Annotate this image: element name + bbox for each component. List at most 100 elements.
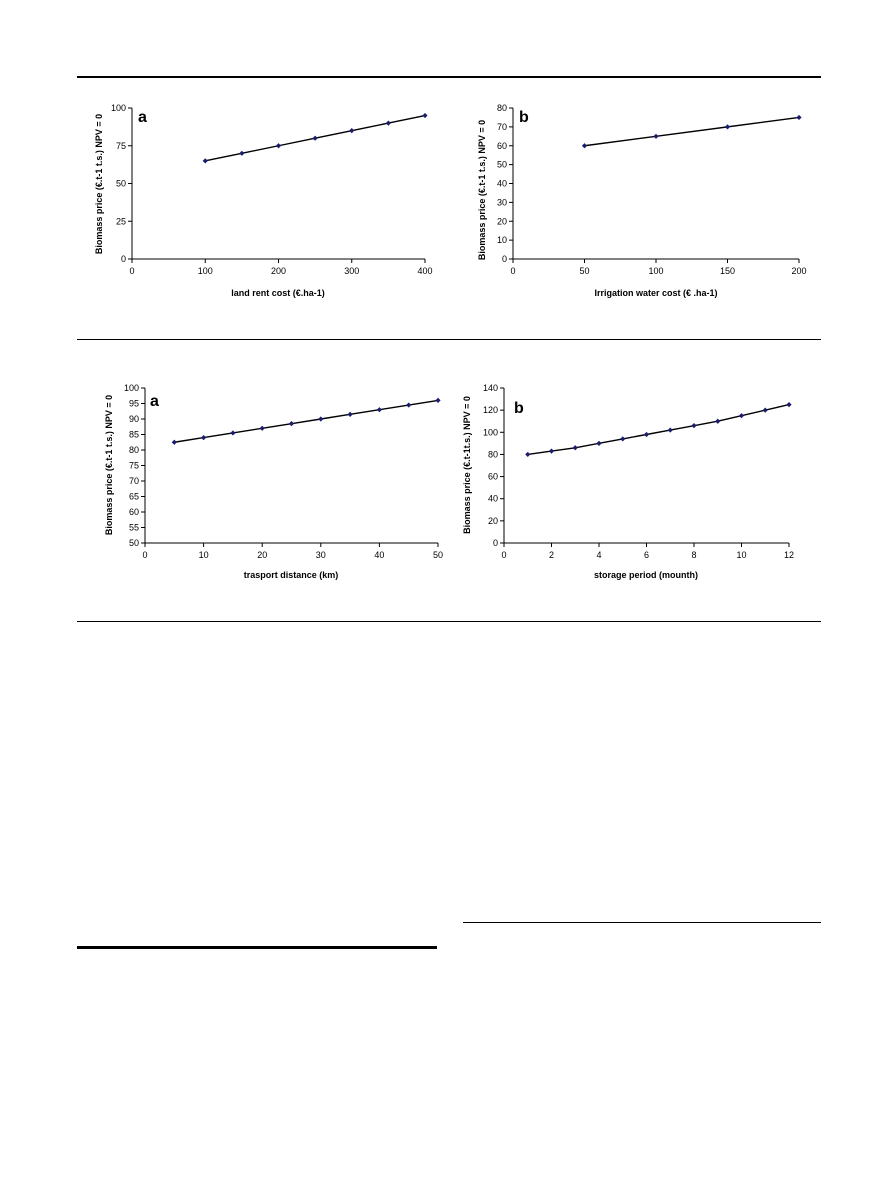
data-point — [347, 411, 353, 417]
data-point — [171, 439, 177, 445]
y-tick-label: 55 — [129, 523, 139, 533]
y-tick-label: 40 — [497, 179, 507, 189]
data-point — [422, 112, 428, 119]
chart-irrigation-cost: 0 10 20 30 40 50 60 70 80 0 50 100 150 200 Irrigation… — [477, 103, 807, 298]
y-tick-label: 40 — [488, 494, 498, 504]
data-point — [312, 135, 318, 141]
data-point — [796, 114, 802, 121]
x-tick-label: 10 — [199, 550, 209, 560]
data-point — [738, 413, 745, 419]
x-tick-label: 50 — [579, 266, 589, 276]
x-tick-label: 400 — [417, 266, 432, 276]
data-point — [691, 423, 697, 429]
data-point — [435, 397, 441, 403]
data-point — [786, 402, 792, 408]
y-tick-label: 60 — [497, 141, 507, 151]
x-tick-label: 200 — [271, 266, 286, 276]
chart-storage-period: 0 20 40 60 80 100 120 140 0 2 4 6 8 10 12 storage peri… — [462, 383, 794, 580]
y-axis-label: Biomass price (€.t-1 t.s.) NPV = 0 — [477, 120, 487, 260]
data-point — [724, 124, 731, 130]
x-tick-label: 4 — [596, 550, 601, 560]
data-point — [581, 143, 588, 149]
y-tick-label: 80 — [488, 449, 498, 459]
y-tick-label: 50 — [129, 538, 139, 548]
series-line — [527, 403, 790, 456]
y-tick-label: 120 — [483, 405, 498, 415]
panel-label: a — [138, 109, 147, 126]
panel-label: b — [519, 109, 529, 126]
y-tick-label: 0 — [121, 254, 126, 264]
y-tick-label: 65 — [129, 492, 139, 502]
y-tick-label: 75 — [129, 461, 139, 471]
x-tick-label: 100 — [648, 266, 663, 276]
data-point — [259, 425, 265, 431]
y-tick-label: 70 — [129, 476, 139, 486]
y-tick-label: 10 — [497, 235, 507, 245]
data-point — [548, 448, 555, 454]
x-axis-label: land rent cost (€.ha-1) — [231, 288, 325, 298]
x-tick-label: 100 — [198, 266, 213, 276]
chart-transport-distance: 50 55 60 65 70 75 80 85 90 95 100 0 10 20 30 40 50 trasp… — [104, 383, 443, 580]
y-tick-label: 0 — [502, 254, 507, 264]
data-point — [572, 445, 578, 451]
y-axis-label: Biomass price (€.t-1 t.s.) NPV = 0 — [94, 114, 104, 254]
x-tick-label: 0 — [129, 266, 134, 276]
y-tick-label: 60 — [488, 472, 498, 482]
data-point — [385, 120, 391, 126]
data-point — [525, 451, 531, 458]
y-tick-label: 50 — [116, 179, 126, 189]
y-tick-label: 20 — [488, 516, 498, 526]
x-tick-label: 150 — [720, 266, 735, 276]
data-point — [667, 427, 673, 433]
x-tick-label: 0 — [142, 550, 147, 560]
left-column-rule — [77, 946, 437, 949]
x-tick-label: 2 — [549, 550, 554, 560]
data-point — [406, 402, 412, 408]
plot-area: 50 55 60 65 70 75 80 85 90 95 100 0 10 20 30 40 50 — [124, 383, 443, 560]
x-tick-label: 12 — [784, 550, 794, 560]
x-tick-label: 0 — [510, 266, 515, 276]
series-line — [584, 116, 800, 147]
x-tick-label: 40 — [374, 550, 384, 560]
x-tick-label: 0 — [501, 550, 506, 560]
y-tick-label: 90 — [129, 414, 139, 424]
panel-label: b — [514, 400, 524, 417]
y-axis-label: Biomass price (€.t-1 t.s.) NPV = 0 — [104, 395, 114, 535]
chart-land-rent: 0 25 50 75 100 0 100 200 300 400 land rent cost (… — [94, 103, 433, 298]
x-axis-label: storage period (mounth) — [594, 570, 698, 580]
data-point — [653, 133, 659, 139]
y-tick-label: 25 — [116, 216, 126, 226]
x-tick-label: 300 — [344, 266, 359, 276]
right-column-rule — [463, 922, 821, 923]
panel-label: a — [150, 393, 159, 410]
data-point — [239, 150, 245, 156]
top-rule — [77, 76, 821, 78]
data-point — [318, 416, 324, 422]
middle-rule — [77, 339, 821, 340]
y-tick-label: 20 — [497, 216, 507, 226]
x-tick-label: 50 — [433, 550, 443, 560]
y-tick-label: 0 — [493, 538, 498, 548]
x-tick-label: 20 — [257, 550, 267, 560]
y-axis-label: Biomass price (€.t-1t.s.) NPV = 0 — [462, 396, 472, 534]
x-axis-label: Irrigation water cost (€ .ha-1) — [594, 288, 717, 298]
x-tick-label: 6 — [644, 550, 649, 560]
data-point — [715, 418, 721, 424]
data-point — [275, 143, 282, 149]
y-tick-label: 30 — [497, 197, 507, 207]
y-tick-label: 100 — [483, 427, 498, 437]
plot-area: 0 10 20 30 40 50 60 70 80 0 50 100 150 200 — [497, 103, 807, 276]
data-point — [202, 158, 208, 164]
y-tick-label: 85 — [129, 430, 139, 440]
lower-rule — [77, 621, 821, 622]
data-point — [376, 407, 382, 413]
data-point — [762, 407, 768, 413]
x-tick-label: 30 — [316, 550, 326, 560]
data-point — [620, 436, 626, 442]
data-point — [596, 440, 602, 446]
plot-area: 0 20 40 60 80 100 120 140 0 2 4 6 8 10 12 — [483, 383, 794, 560]
y-tick-label: 70 — [497, 122, 507, 132]
x-tick-label: 200 — [791, 266, 806, 276]
y-tick-label: 80 — [129, 445, 139, 455]
data-point — [230, 430, 236, 436]
